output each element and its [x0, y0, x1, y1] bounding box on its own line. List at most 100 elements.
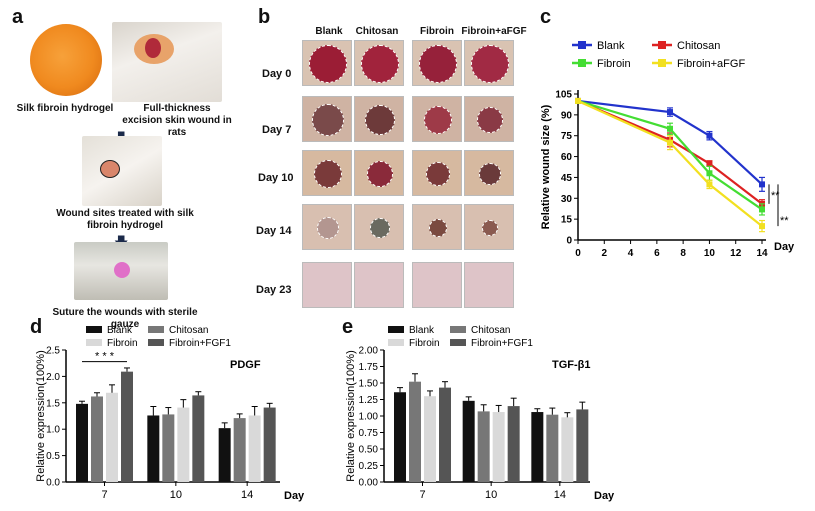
panel-c-label: c: [540, 6, 552, 28]
y-tick-label: 1.75: [359, 362, 379, 373]
wound-photo: [354, 204, 404, 250]
x-tick-label: 7: [419, 489, 425, 501]
data-point: [667, 139, 673, 146]
tgf-bar-chart: 0.00 0.25 0.50 0.75 1.00 1.25 1.50 1.75 2.00Rela…: [345, 325, 615, 502]
series-line: [577, 99, 763, 186]
bar: [106, 392, 118, 482]
data-point: [706, 181, 713, 188]
bar: [576, 409, 589, 482]
bar: [192, 395, 205, 482]
x-tick-label: 4: [628, 248, 634, 259]
row-day10: Day 10: [258, 172, 294, 184]
wound-region: [317, 217, 339, 239]
wound-region: [367, 161, 393, 187]
significance-marker: * * *: [95, 351, 115, 363]
wound-photo: [302, 40, 352, 86]
wound-photo: [302, 96, 352, 142]
y-tick-label: 0.0: [46, 478, 60, 489]
y-axis-label: Relative expression(100%): [345, 350, 357, 481]
y-tick-label: 1.0: [46, 425, 60, 436]
legend-label: Fibroin+FGF1: [169, 338, 231, 349]
wound-region: [426, 162, 450, 186]
caption-treated: Wound sites treated with silk fibroin hy…: [56, 208, 194, 231]
legend-marker: [658, 41, 666, 49]
y-tick-label: 0.50: [359, 445, 379, 456]
data-point: [706, 132, 713, 139]
legend-swatch: [86, 339, 102, 346]
wound-photo: [302, 150, 352, 196]
wound-photo: [412, 204, 462, 250]
y-tick-label: 1.5: [46, 398, 60, 409]
legend-marker: [658, 59, 666, 67]
wound-region: [365, 105, 395, 135]
panel-d-label: d: [30, 316, 43, 338]
bar: [121, 371, 133, 482]
treated-wound: [100, 160, 120, 178]
bar: [462, 400, 475, 482]
wound-region: [309, 45, 347, 83]
x-tick-label: 8: [680, 248, 686, 259]
y-axis-label: Relative expression(100%): [35, 350, 47, 481]
legend-swatch: [148, 326, 164, 333]
legend-label: Blank: [597, 40, 625, 52]
data-point: [706, 170, 713, 177]
y-tick-label: 60: [561, 152, 573, 163]
x-tick-label: 14: [756, 248, 768, 259]
series-line: [577, 99, 763, 211]
y-axis-label: Relative wound size (%): [540, 104, 552, 229]
legend-label: Chitosan: [169, 325, 208, 336]
bar: [477, 411, 490, 482]
panel-b-label: b: [258, 6, 271, 28]
bar: [546, 414, 559, 482]
bar: [91, 396, 103, 482]
hydrogel-photo: [30, 24, 102, 96]
wound-photo: [412, 40, 462, 86]
wound-region: [370, 218, 390, 238]
legend-swatch: [388, 326, 404, 333]
y-tick-label: 15: [561, 215, 573, 226]
wound-region: [361, 45, 399, 83]
row-day14: Day 14: [256, 225, 292, 237]
y-tick-label: 1.50: [359, 379, 379, 390]
wound-region: [471, 45, 509, 83]
bar: [248, 415, 261, 482]
legend-swatch: [450, 326, 466, 333]
bar: [162, 414, 175, 482]
y-tick-label: 0: [566, 236, 572, 247]
panel-a-label: a: [12, 6, 24, 28]
wound-region: [479, 163, 501, 185]
sutured-rat-photo: [74, 242, 168, 300]
y-tick-label: 30: [561, 194, 573, 205]
panel-e-label: e: [342, 316, 354, 338]
y-tick-label: 1.00: [359, 412, 379, 423]
caption-suture: Suture the wounds with sterile gauze: [52, 307, 198, 330]
bar: [218, 428, 231, 482]
x-axis-label: Day: [594, 490, 615, 502]
bar: [531, 412, 544, 482]
wound-photo: [354, 96, 404, 142]
wound-region: [424, 106, 452, 134]
series-line: [577, 99, 763, 227]
bar: [76, 403, 88, 482]
legend-label: Blank: [107, 325, 133, 336]
wound-region: [312, 104, 344, 136]
rat-wound-photo: [112, 22, 222, 102]
row-day0: Day 0: [262, 68, 292, 80]
x-axis-label: Day: [284, 490, 305, 502]
data-point: [706, 160, 713, 167]
row-day23: Day 23: [256, 284, 292, 296]
wound-photo: [354, 150, 404, 196]
data-point: [759, 181, 765, 188]
bar: [147, 415, 160, 482]
wound-region: [482, 220, 498, 236]
wound-photo: [354, 262, 404, 308]
x-tick-label: 2: [602, 248, 608, 259]
legend-swatch: [86, 326, 102, 333]
x-tick-label: 14: [241, 489, 253, 501]
legend-label: Fibroin: [409, 338, 440, 349]
x-tick-label: 7: [101, 489, 107, 501]
y-tick-label: 105: [555, 90, 572, 101]
chart-title: TGF-β1: [552, 359, 591, 371]
significance-marker: **: [780, 215, 789, 227]
wound-photo: [412, 262, 462, 308]
